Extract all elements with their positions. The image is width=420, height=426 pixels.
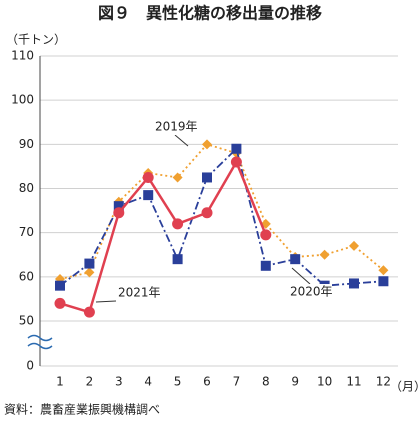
y-tick-label: 80 xyxy=(19,181,34,195)
chart-title: 図９ 異性化糖の移出量の推移 xyxy=(98,4,322,23)
point xyxy=(378,265,389,276)
series-line xyxy=(59,143,384,280)
point xyxy=(260,229,272,241)
x-tick-label: 4 xyxy=(144,375,152,389)
x-tick-label: 1 xyxy=(56,375,64,389)
label-bg xyxy=(116,285,160,301)
leader-line xyxy=(95,300,117,303)
y-tick-label: 70 xyxy=(19,225,34,239)
point xyxy=(202,139,212,150)
y-tick-label: 110 xyxy=(11,49,34,63)
point xyxy=(54,297,66,309)
point xyxy=(84,258,95,269)
y-tick-label: 60 xyxy=(19,269,34,283)
series-label: 2020年 xyxy=(290,285,333,299)
y-tick-label: 100 xyxy=(11,93,34,107)
x-tick-label: 8 xyxy=(262,375,270,389)
leader-line xyxy=(174,134,189,147)
point xyxy=(143,190,154,201)
point xyxy=(172,254,183,265)
y-tick-label: 50 xyxy=(19,314,34,328)
point xyxy=(290,254,301,265)
series-line xyxy=(59,147,384,287)
x-tick-label: 9 xyxy=(291,375,299,389)
series-label: 2021年 xyxy=(118,286,161,300)
source: 資料：農畜産業振興機構調べ xyxy=(4,402,160,417)
point xyxy=(83,306,95,318)
point xyxy=(231,143,242,154)
axis-break xyxy=(27,334,53,350)
y-tick-label: 90 xyxy=(19,137,34,151)
point xyxy=(55,280,65,291)
x-tick-label: 2 xyxy=(86,375,94,389)
x-unit: （月） xyxy=(390,380,420,394)
leader-line xyxy=(291,267,311,285)
point xyxy=(84,267,95,278)
label-bg xyxy=(153,119,197,135)
point xyxy=(319,249,330,260)
point xyxy=(172,172,183,183)
point xyxy=(142,171,154,183)
point xyxy=(172,218,184,230)
point xyxy=(349,278,359,289)
point xyxy=(202,172,212,183)
point xyxy=(113,201,124,212)
x-tick-label: 12 xyxy=(376,375,391,389)
break-wave xyxy=(27,334,53,342)
y-unit: （千トン） xyxy=(6,33,66,47)
x-tick-label: 3 xyxy=(115,375,123,389)
point xyxy=(201,207,213,219)
label-bg xyxy=(288,284,332,300)
point xyxy=(349,240,359,251)
x-tick-label: 11 xyxy=(346,375,361,389)
point xyxy=(260,260,271,271)
point xyxy=(113,207,125,219)
series-line xyxy=(59,159,267,314)
point xyxy=(230,156,242,168)
x-tick-label: 5 xyxy=(174,375,182,389)
series-label: 2019年 xyxy=(155,120,198,134)
break-wave xyxy=(27,342,53,350)
y-tick-label: 0 xyxy=(26,359,34,373)
x-tick-label: 10 xyxy=(317,375,332,389)
point xyxy=(378,276,389,287)
x-tick-label: 7 xyxy=(233,375,241,389)
x-tick-label: 6 xyxy=(203,375,211,389)
